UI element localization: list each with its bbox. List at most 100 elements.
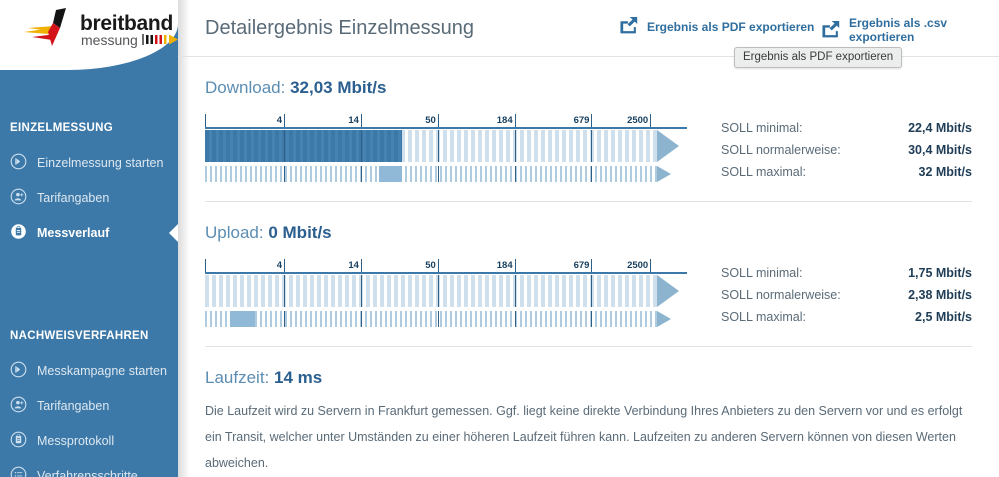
gauge-separator <box>360 275 362 307</box>
download-bar-track <box>205 130 657 162</box>
soll-value: 22,4 Mbit/s <box>908 121 972 135</box>
soll-row: SOLL maximal: 2,5 Mbit/s <box>721 306 972 328</box>
gauge-tick-label: 50 <box>425 115 436 126</box>
soll-row: SOLL maximal: 32 Mbit/s <box>721 161 972 183</box>
latency-label: Laufzeit: <box>205 368 270 387</box>
gauge-tick <box>591 114 593 127</box>
gauge-separator <box>514 311 516 327</box>
gauge-tick <box>360 259 362 272</box>
user-circle-icon <box>10 396 27 416</box>
clipboard-circle-icon <box>10 223 27 243</box>
soll-label: SOLL normalerweise: <box>721 288 841 302</box>
gauge-separator <box>437 130 439 162</box>
gauge-tick-label: 4 <box>276 115 283 126</box>
download-gauge: 4 14 50 184 679 2500 <box>205 114 687 182</box>
latency-value: 14 ms <box>274 368 323 387</box>
gauge-tick-label: 679 <box>573 260 590 271</box>
gauge-tick <box>284 259 286 272</box>
gauge-tick <box>205 259 206 272</box>
upload-strip-arrow-icon <box>657 311 671 327</box>
gauge-separator <box>437 166 439 182</box>
gauge-separator <box>514 275 516 307</box>
soll-value: 1,75 Mbit/s <box>908 266 972 280</box>
gauge-separator <box>360 311 362 327</box>
sidebar-item-messverlauf[interactable]: Messverlauf <box>0 215 178 250</box>
gauge-tick-label: 14 <box>348 115 359 126</box>
page-title: Detailergebnis Einzelmessung <box>205 17 475 39</box>
download-value: 32,03 Mbit/s <box>290 78 387 97</box>
gauge-tick-label: 50 <box>425 260 436 271</box>
soll-value: 30,4 Mbit/s <box>908 143 972 157</box>
download-label: Download: <box>205 78 286 97</box>
breitbandmessung-logo[interactable]: breitband messung <box>22 4 178 54</box>
gauge-tick-label: 184 <box>496 260 513 271</box>
play-circle-icon <box>10 153 27 173</box>
gauge-separator <box>284 311 286 327</box>
gauge-separator <box>514 130 516 162</box>
download-metric-row: 4 14 50 184 679 2500 <box>205 114 972 183</box>
gauge-tick <box>437 114 439 127</box>
gauge-separator <box>284 166 286 182</box>
gauge-tick <box>360 114 362 127</box>
gauge-tick <box>205 114 206 127</box>
sidebar-item-label: Tarifangaben <box>37 398 110 413</box>
sidebar-group-nachweisverfahren: NACHWEISVERFAHREN Messkampagne starten <box>0 330 178 477</box>
share-export-icon <box>619 16 638 37</box>
gauge-separator <box>591 275 593 307</box>
sidebar-item-tarifangaben-2[interactable]: Tarifangaben <box>0 388 178 423</box>
latency-description: Die Laufzeit wird zu Servern in Frankfur… <box>205 404 963 470</box>
logo-bars-icon <box>142 34 178 45</box>
upload-value: 0 Mbit/s <box>268 223 332 242</box>
sidebar-item-einzelmessung-starten[interactable]: Einzelmessung starten <box>0 145 178 180</box>
download-bar-wrap <box>205 130 687 162</box>
soll-value: 2,38 Mbit/s <box>908 288 972 302</box>
sidebar-item-messprotokoll[interactable]: Messprotokoll <box>0 423 178 458</box>
download-gauge-scale: 4 14 50 184 679 2500 <box>205 114 687 129</box>
download-strip-highlight <box>379 166 402 182</box>
soll-value: 2,5 Mbit/s <box>915 310 972 324</box>
gauge-tick <box>650 259 652 272</box>
gauge-tick-label: 184 <box>496 115 513 126</box>
gauge-separator <box>360 130 362 162</box>
gauge-separator <box>437 311 439 327</box>
gauge-separator <box>360 166 362 182</box>
gauge-tick <box>284 114 286 127</box>
upload-bar-arrow-icon <box>657 275 679 307</box>
play-circle-icon <box>10 361 27 381</box>
download-strip-wrap <box>205 166 687 182</box>
soll-row: SOLL minimal: 22,4 Mbit/s <box>721 117 972 139</box>
gauge-separator <box>591 166 593 182</box>
sidebar: breitband messung EINZELMESSUNG <box>0 0 178 477</box>
sidebar-item-verfahrensschritte[interactable]: Verfahrensschritte <box>0 458 178 477</box>
soll-row: SOLL normalerweise: 30,4 Mbit/s <box>721 139 972 161</box>
soll-row: SOLL minimal: 1,75 Mbit/s <box>721 262 972 284</box>
user-circle-icon <box>10 188 27 208</box>
upload-strip-highlight <box>229 311 255 327</box>
export-pdf-button[interactable]: Ergebnis als PDF exportieren <box>619 16 814 37</box>
gauge-separator <box>437 275 439 307</box>
clipboard-circle-icon <box>10 431 27 451</box>
upload-soll-table: SOLL minimal: 1,75 Mbit/s SOLL normalerw… <box>687 260 972 328</box>
gauge-tick <box>514 114 516 127</box>
export-csv-button[interactable]: Ergebnis als .csv exportieren <box>821 16 999 44</box>
divider <box>205 201 972 202</box>
gauge-tick-label: 14 <box>348 260 359 271</box>
latency-heading: Laufzeit: 14 ms <box>205 347 972 388</box>
list-circle-icon <box>10 466 27 477</box>
divider <box>205 346 972 347</box>
sidebar-item-tarifangaben-1[interactable]: Tarifangaben <box>0 180 178 215</box>
gauge-separator <box>591 311 593 327</box>
gauge-tick <box>437 259 439 272</box>
soll-value: 32 Mbit/s <box>918 165 973 179</box>
upload-strip-track <box>205 311 657 327</box>
sidebar-item-label: Verfahrensschritte <box>37 468 138 477</box>
sidebar-item-label: Messverlauf <box>37 225 110 240</box>
logo-mark-icon <box>24 8 66 46</box>
soll-label: SOLL normalerweise: <box>721 143 841 157</box>
upload-bar-wrap <box>205 275 687 307</box>
download-strip-arrow-icon <box>657 166 671 182</box>
sidebar-item-messkampagne-starten[interactable]: Messkampagne starten <box>0 353 178 388</box>
upload-heading: Upload: 0 Mbit/s <box>205 202 972 243</box>
logo-text-sub: messung <box>81 32 138 48</box>
